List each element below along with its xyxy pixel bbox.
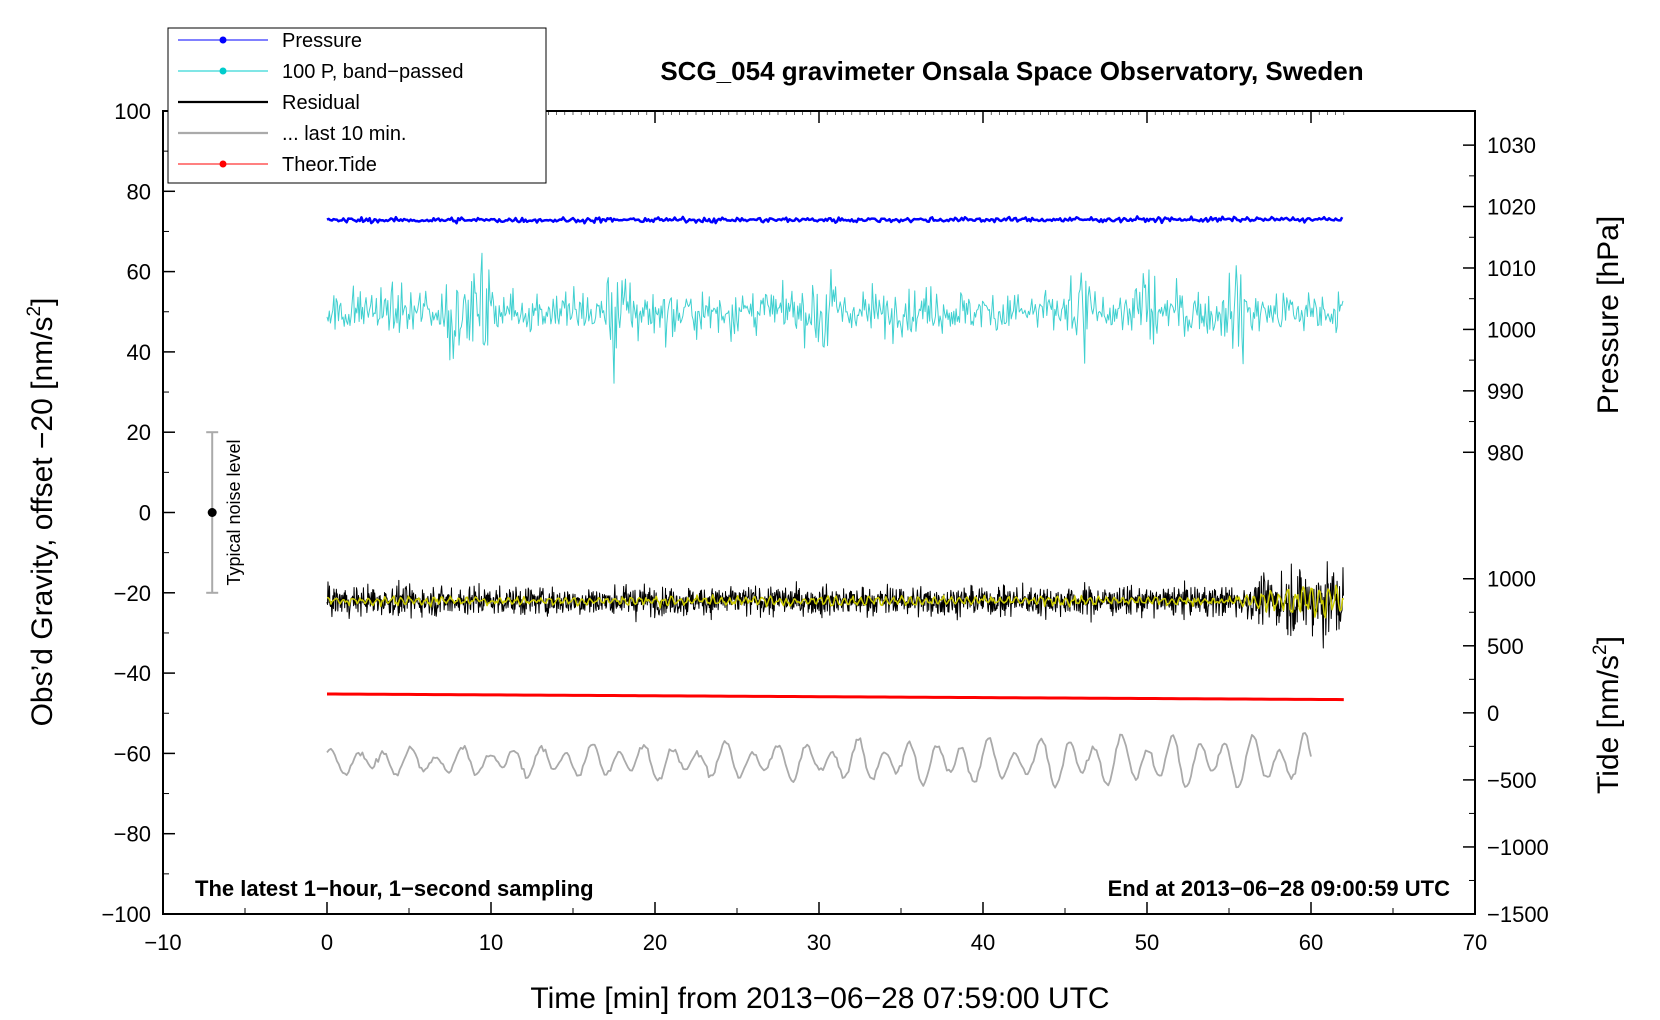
- y-axis-tide: −1500 −1000 −500 0 500 1000: [1463, 567, 1549, 927]
- legend-marker: [219, 36, 227, 44]
- x-tick-label: 20: [643, 930, 667, 955]
- y-tick-label: 40: [127, 340, 151, 365]
- x-tick-label: 60: [1299, 930, 1323, 955]
- y-axis-left-title-main: Obs’d Gravity, offset −20 [nm/s: [26, 317, 59, 727]
- x-tick-label: 10: [479, 930, 503, 955]
- y-tick-label: −40: [114, 661, 151, 686]
- pressure-tick-label: 1020: [1487, 195, 1536, 220]
- x-tick-label: −10: [144, 930, 181, 955]
- tide-tick-label: −1500: [1487, 902, 1549, 927]
- plot-series: [326, 215, 1345, 789]
- y-tick-label: 20: [127, 420, 151, 445]
- legend-label: Pressure: [282, 30, 362, 52]
- legend-label: 100 P, band−passed: [282, 61, 463, 83]
- tide-axis-title-main: Tide [nm/s: [1592, 655, 1625, 794]
- plot-frame: [162, 110, 1476, 915]
- series-pressure: [326, 215, 1344, 225]
- pressure-tick-label: 1010: [1487, 256, 1536, 281]
- y-tick-label: −20: [114, 581, 151, 606]
- x-tick-label: 30: [807, 930, 831, 955]
- y-tick-label: 60: [127, 260, 151, 285]
- x-axis-title: Time [min] from 2013−06−28 07:59:00 UTC: [530, 982, 1109, 1015]
- series-pressure-band-passed: [326, 252, 1344, 384]
- tide-tick-label: −1000: [1487, 835, 1549, 860]
- tide-tick-label: 500: [1487, 634, 1524, 659]
- noise-level-label: Typical noise level: [224, 439, 244, 585]
- end-time-note: End at 2013−06−28 09:00:59 UTC: [1108, 876, 1451, 901]
- legend: Pressure 100 P, band−passed Residual ... la…: [167, 27, 547, 184]
- sampling-note: The latest 1−hour, 1−second sampling: [195, 876, 594, 901]
- x-tick-label: 40: [971, 930, 995, 955]
- x-tick-label: 0: [321, 930, 333, 955]
- pressure-tick-label: 990: [1487, 379, 1524, 404]
- noise-level-indicator: Typical noise level: [206, 431, 244, 594]
- series-theoretical-tide: [326, 692, 1344, 702]
- legend-marker: [219, 67, 227, 75]
- legend-label: Theor.Tide: [282, 154, 377, 176]
- pressure-axis-title: Pressure [hPa]: [1592, 216, 1625, 414]
- x-tick-label: 70: [1463, 930, 1487, 955]
- tide-tick-label: −500: [1487, 768, 1537, 793]
- pressure-tick-label: 980: [1487, 440, 1524, 465]
- x-tick-label: 50: [1135, 930, 1159, 955]
- tide-axis-title-close: ]: [1592, 636, 1625, 644]
- y-tick-label: −100: [101, 902, 151, 927]
- y-axis-left-title: Obs’d Gravity, offset −20 [nm/s2]: [24, 298, 59, 727]
- y-axis-left-title-close: ]: [26, 298, 59, 306]
- legend-label: Residual: [282, 92, 360, 114]
- y-axis-left: −100 −80 −60 −40 −20 0 20 40 60 80 100: [101, 99, 175, 927]
- series-last-10-min: [326, 732, 1312, 789]
- y-tick-label: −60: [114, 741, 151, 766]
- series-residual: [326, 561, 1344, 649]
- noise-bar-center-dot: [207, 508, 217, 517]
- chart-title: SCG_054 gravimeter Onsala Space Observat…: [660, 56, 1363, 86]
- y-tick-label: 80: [127, 179, 151, 204]
- x-axis: −10 0 10 20 30 40 50 60 70: [144, 111, 1487, 955]
- tide-axis-title-sup: 2: [1590, 644, 1611, 655]
- pressure-tick-label: 1030: [1487, 133, 1536, 158]
- tide-tick-label: 1000: [1487, 567, 1536, 592]
- y-axis-pressure: 980 990 1000 1010 1020 1030: [1463, 133, 1536, 465]
- y-tick-label: 0: [139, 501, 151, 526]
- series-residual-smoothed: [326, 584, 1345, 619]
- legend-label: ... last 10 min.: [282, 123, 407, 145]
- y-axis-left-title-sup: 2: [24, 306, 45, 317]
- pressure-tick-label: 1000: [1487, 317, 1536, 342]
- tide-axis-title: Tide [nm/s2]: [1590, 636, 1625, 794]
- tide-tick-label: 0: [1487, 701, 1499, 726]
- y-tick-label: 100: [114, 99, 151, 124]
- y-tick-label: −80: [114, 822, 151, 847]
- legend-marker: [219, 160, 227, 168]
- legend-box: [167, 27, 547, 184]
